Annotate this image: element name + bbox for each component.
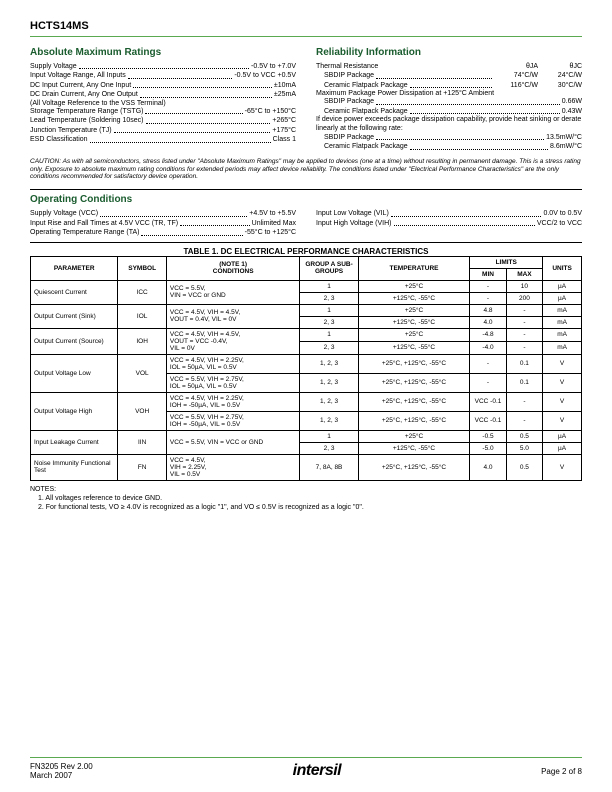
dc-table: PARAMETER SYMBOL (NOTE 1) CONDITIONS GRO… [30, 256, 582, 481]
ratings-row: Absolute Maximum Ratings Supply Voltage-… [30, 47, 582, 152]
spec-line: Storage Temperature Range (TSTG)-65°C to… [30, 107, 296, 116]
theta-ja: θJA [494, 62, 538, 71]
th-group: GROUP A SUB-GROUPS [300, 256, 358, 280]
rel-line: Ceramic Flatpack Package116°C/W30°C/W [316, 81, 582, 90]
spec-line: Supply Voltage (VCC)+4.5V to +5.5V [30, 209, 296, 218]
table-caption: TABLE 1. DC ELECTRICAL PERFORMANCE CHARA… [30, 243, 582, 256]
spec-line: Input Rise and Fall Times at 4.5V VCC (T… [30, 219, 296, 228]
rel-line: SBDIP Package74°C/W24°C/W [316, 71, 582, 80]
th-limits: LIMITS [470, 256, 543, 268]
page-footer: FN3205 Rev 2.00 March 2007 intersil Page… [30, 757, 582, 780]
amr-note: (All Voltage Reference to the VSS Termin… [30, 100, 296, 107]
spec-line: DC Input Current, Any One Input±10mA [30, 81, 296, 90]
th-param: PARAMETER [31, 256, 118, 280]
table-row: Quiescent CurrentICCVCC = 5.5V, VIN = VC… [31, 280, 582, 292]
doc-rev: FN3205 Rev 2.00 [30, 762, 93, 771]
th-symbol: SYMBOL [118, 256, 167, 280]
table-row: Output Voltage LowVOLVCC = 4.5V, VIH = 2… [31, 354, 582, 373]
rel-title: Reliability Information [316, 47, 582, 58]
spec-line: DC Drain Current, Any One Output±25mA [30, 90, 296, 99]
doc-date: March 2007 [30, 771, 93, 780]
spec-line: Lead Temperature (Soldering 10sec)+265°C [30, 116, 296, 125]
page-header: HCTS14MS [30, 20, 582, 37]
theta-jc: θJC [538, 62, 582, 71]
amr-title: Absolute Maximum Ratings [30, 47, 296, 58]
caution-text: CAUTION: As with all semiconductors, str… [30, 158, 582, 181]
spec-line: SBDIP Package0.66W [316, 97, 582, 106]
notes-block: NOTES: 1. All voltages reference to devi… [30, 485, 582, 512]
spec-line: Input Voltage Range, All Inputs-0.5V to … [30, 71, 296, 80]
note-2: 2. For functional tests, VO ≥ 4.0V is re… [30, 503, 582, 512]
th-cond: (NOTE 1) CONDITIONS [166, 256, 300, 280]
maxpow-label: Maximum Package Power Dissipation at +12… [316, 90, 582, 97]
th-max: MAX [506, 268, 542, 280]
divider [30, 189, 582, 190]
intersil-logo: intersil [293, 762, 341, 780]
thermal-label: Thermal Resistance [316, 62, 378, 71]
spec-line: Junction Temperature (TJ)+175°C [30, 126, 296, 135]
table-row: Noise Immunity Functional TestFNVCC = 4.… [31, 454, 582, 480]
footer-left: FN3205 Rev 2.00 March 2007 [30, 762, 93, 780]
spec-line: ESD ClassificationClass 1 [30, 135, 296, 144]
page-number: Page 2 of 8 [541, 767, 582, 776]
rel-col: Reliability Information Thermal Resistan… [316, 47, 582, 152]
spec-line: Ceramic Flatpack Package8.6mW/°C [316, 142, 582, 151]
spec-line: Operating Temperature Range (TA)-55°C to… [30, 228, 296, 237]
table-row: Output Voltage HighVOHVCC = 4.5V, VIH = … [31, 392, 582, 411]
notes-title: NOTES: [30, 485, 582, 494]
amr-col: Absolute Maximum Ratings Supply Voltage-… [30, 47, 296, 152]
spec-line: Input Low Voltage (VIL)0.0V to 0.5V [316, 209, 582, 218]
note-1: 1. All voltages reference to device GND. [30, 494, 582, 503]
spec-line: Ceramic Flatpack Package0.43W [316, 107, 582, 116]
th-temp: TEMPERATURE [358, 256, 470, 280]
spec-line: Supply Voltage-0.5V to +7.0V [30, 62, 296, 71]
th-min: MIN [470, 268, 506, 280]
rel-note: If device power exceeds package dissipat… [316, 116, 582, 133]
spec-line: SBDIP Package13.5mW/°C [316, 133, 582, 142]
table-row: Input Leakage CurrentIINVCC = 5.5V, VIN … [31, 430, 582, 442]
table-row: Output Current (Sink)IOLVCC = 4.5V, VIH … [31, 304, 582, 316]
table-row: Output Current (Source)IOHVCC = 4.5V, VI… [31, 328, 582, 341]
th-units: UNITS [543, 256, 582, 280]
op-title: Operating Conditions [30, 194, 582, 205]
spec-line: Input High Voltage (VIH)VCC/2 to VCC [316, 219, 582, 228]
